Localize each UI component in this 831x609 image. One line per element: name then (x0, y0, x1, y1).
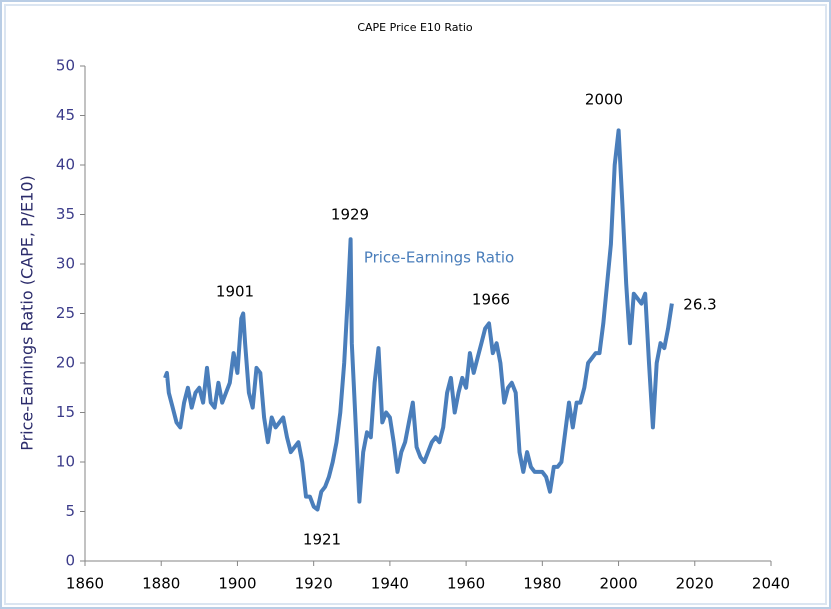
x-tick-label: 2040 (752, 575, 790, 593)
x-tick-label: 1980 (523, 575, 561, 593)
y-tick-label: 30 (56, 255, 75, 273)
x-tick-label: 1900 (218, 575, 256, 593)
x-tick-label: 1880 (142, 575, 180, 593)
annotation: 26.3 (683, 296, 716, 314)
y-tick-label: 10 (56, 453, 75, 471)
series-line (163, 128, 674, 512)
annotation: 2000 (585, 91, 623, 109)
y-tick-label: 50 (56, 57, 75, 75)
x-tick-label: 2000 (599, 575, 637, 593)
y-tick-label: 5 (65, 502, 75, 520)
x-tick-label: 1860 (66, 575, 104, 593)
y-axis-label: Price-Earnings Ratio (CAPE, P/E10) (18, 175, 37, 451)
y-tick-label: 25 (56, 304, 75, 322)
y-tick-label: 0 (65, 552, 75, 570)
annotation: 1929 (331, 206, 369, 224)
inner-frame (4, 4, 827, 605)
y-tick-label: 40 (56, 156, 75, 174)
y-tick-label: 45 (56, 106, 75, 124)
annotation: 1966 (472, 291, 510, 309)
x-tick-label: 1940 (371, 575, 409, 593)
x-tick-label: 2020 (676, 575, 714, 593)
series-label: Price-Earnings Ratio (364, 249, 514, 267)
x-tick-label: 1960 (447, 575, 485, 593)
chart-title: CAPE Price E10 Ratio (357, 21, 473, 34)
y-tick-label: 15 (56, 403, 75, 421)
y-tick-label: 20 (56, 354, 75, 372)
y-tick-label: 35 (56, 205, 75, 223)
x-tick-label: 1920 (295, 575, 333, 593)
annotation: 1901 (216, 283, 254, 301)
annotation: 1921 (303, 531, 341, 549)
